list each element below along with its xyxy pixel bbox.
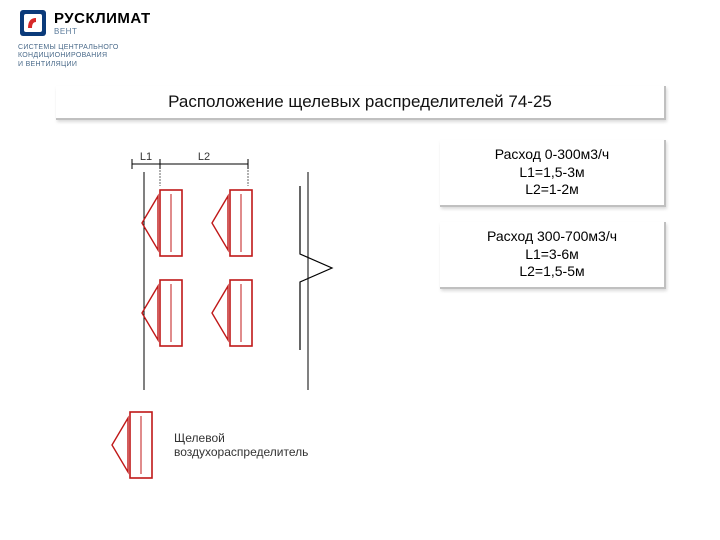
logo-tagline-l2: КОНДИЦИОНИРОВАНИЯ <box>18 52 119 60</box>
logo-text: РУСКЛИМАТ ВЕНТ <box>54 10 151 36</box>
card1-line1: Расход 0-300м3/ч <box>450 146 654 164</box>
card2-line2: L1=3-6м <box>450 246 654 264</box>
logo-tagline-l3: И ВЕНТИЛЯЦИИ <box>18 61 119 69</box>
logo-tagline-l1: СИСТЕМЫ ЦЕНТРАЛЬНОГО <box>18 44 119 52</box>
card2-line1: Расход 300-700м3/ч <box>450 228 654 246</box>
card1-line2: L1=1,5-3м <box>450 164 654 182</box>
info-card-2: Расход 300-700м3/ч L1=3-6м L2=1,5-5м <box>440 222 666 289</box>
page-title: Расположение щелевых распределителей 74-… <box>168 92 552 112</box>
logo-tagline: СИСТЕМЫ ЦЕНТРАЛЬНОГО КОНДИЦИОНИРОВАНИЯ И… <box>18 44 119 69</box>
svg-text:Щелевой: Щелевой <box>174 431 225 445</box>
logo-mark <box>18 8 48 38</box>
diagram: L1 L2 Щелевойвоздухораспределитель <box>100 150 400 490</box>
svg-text:L1: L1 <box>140 151 152 163</box>
card1-line3: L2=1-2м <box>450 181 654 199</box>
logo-sub: ВЕНТ <box>54 27 151 36</box>
title-bar: Расположение щелевых распределителей 74-… <box>56 86 666 120</box>
card2-line3: L2=1,5-5м <box>450 263 654 281</box>
logo: РУСКЛИМАТ ВЕНТ <box>18 8 151 38</box>
info-card-1: Расход 0-300м3/ч L1=1,5-3м L2=1-2м <box>440 140 666 207</box>
svg-text:воздухораспределитель: воздухораспределитель <box>174 445 308 459</box>
svg-text:L2: L2 <box>198 151 210 163</box>
logo-brand: РУСКЛИМАТ <box>54 10 151 27</box>
